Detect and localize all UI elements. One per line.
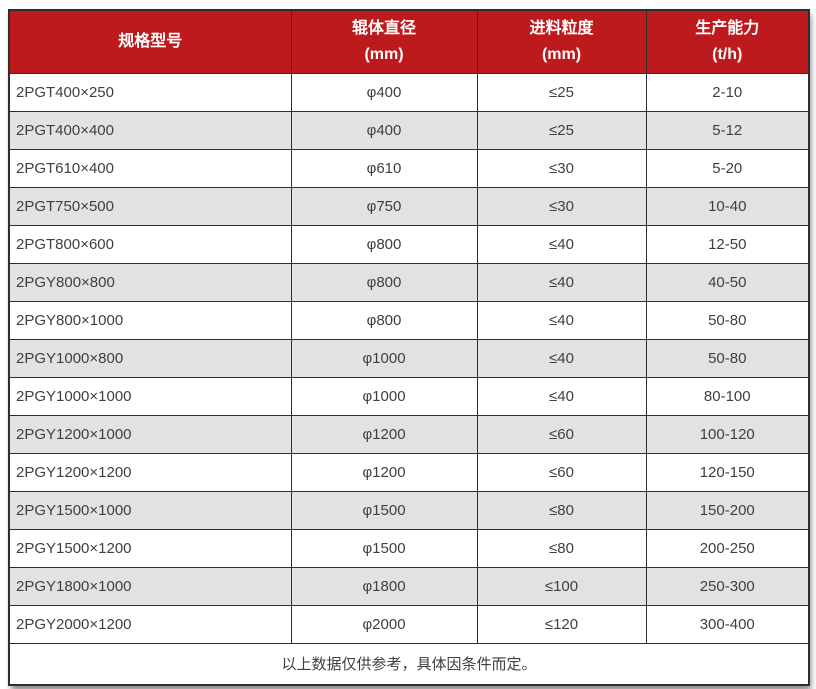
cell-feed: ≤30: [476, 148, 647, 188]
cell-feed: ≤30: [476, 186, 647, 226]
cell-model: 2PGY2000×1200: [8, 604, 292, 644]
cell-diameter: φ800: [290, 224, 478, 264]
cell-model: 2PGY800×1000: [8, 300, 292, 340]
cell-feed: ≤40: [476, 300, 647, 340]
header-row: 规格型号 辊体直径 (mm) 进料粒度 (mm) 生产能力 (t/h): [8, 9, 810, 74]
table-row: 2PGY1000×800 φ1000 ≤40 50-80: [8, 338, 810, 378]
table-row: 2PGY1200×1000 φ1200 ≤60 100-120: [8, 414, 810, 454]
table-row: 2PGY1000×1000 φ1000 ≤40 80-100: [8, 376, 810, 416]
cell-capacity: 50-80: [645, 338, 810, 378]
table-header: 规格型号 辊体直径 (mm) 进料粒度 (mm) 生产能力 (t/h): [8, 9, 810, 74]
cell-feed: ≤40: [476, 376, 647, 416]
cell-model: 2PGT610×400: [8, 148, 292, 188]
table-row: 2PGY1200×1200 φ1200 ≤60 120-150: [8, 452, 810, 492]
table-row: 2PGY800×800 φ800 ≤40 40-50: [8, 262, 810, 302]
spec-table: 规格型号 辊体直径 (mm) 进料粒度 (mm) 生产能力 (t/h) 2PGT400×25…: [8, 9, 810, 686]
cell-model: 2PGT400×250: [8, 72, 292, 112]
cell-model: 2PGT400×400: [8, 110, 292, 150]
table-row: 2PGT610×400 φ610 ≤30 5-20: [8, 148, 810, 188]
cell-model: 2PGY1000×1000: [8, 376, 292, 416]
cell-capacity: 200-250: [645, 528, 810, 568]
cell-model: 2PGY1200×1200: [8, 452, 292, 492]
cell-feed: ≤60: [476, 414, 647, 454]
cell-capacity: 10-40: [645, 186, 810, 226]
cell-feed: ≤80: [476, 490, 647, 530]
cell-diameter: φ800: [290, 262, 478, 302]
cell-feed: ≤25: [476, 72, 647, 112]
column-header-diameter: 辊体直径 (mm): [290, 9, 478, 74]
cell-feed: ≤100: [476, 566, 647, 606]
table-row: 2PGT400×250 φ400 ≤25 2-10: [8, 72, 810, 112]
table-row: 2PGT800×600 φ800 ≤40 12-50: [8, 224, 810, 264]
column-header-line: (mm): [541, 45, 582, 63]
cell-capacity: 100-120: [645, 414, 810, 454]
cell-model: 2PGY1200×1000: [8, 414, 292, 454]
column-header-line: 生产能力: [695, 19, 760, 37]
cell-diameter: φ800: [290, 300, 478, 340]
cell-model: 2PGY800×800: [8, 262, 292, 302]
cell-model: 2PGT800×600: [8, 224, 292, 264]
cell-capacity: 40-50: [645, 262, 810, 302]
cell-diameter: φ1200: [290, 414, 478, 454]
cell-capacity: 5-12: [645, 110, 810, 150]
cell-capacity: 5-20: [645, 148, 810, 188]
cell-diameter: φ2000: [290, 604, 478, 644]
cell-diameter: φ1500: [290, 490, 478, 530]
table-footer: 以上数据仅供参考，具体因条件而定。: [8, 642, 810, 686]
cell-feed: ≤80: [476, 528, 647, 568]
table-row: 2PGT750×500 φ750 ≤30 10-40: [8, 186, 810, 226]
cell-model: 2PGT750×500: [8, 186, 292, 226]
column-header-model: 规格型号: [8, 9, 292, 74]
cell-diameter: φ400: [290, 72, 478, 112]
cell-capacity: 250-300: [645, 566, 810, 606]
cell-capacity: 12-50: [645, 224, 810, 264]
cell-model: 2PGY1500×1200: [8, 528, 292, 568]
cell-capacity: 80-100: [645, 376, 810, 416]
cell-feed: ≤40: [476, 338, 647, 378]
cell-feed: ≤40: [476, 262, 647, 302]
cell-diameter: φ400: [290, 110, 478, 150]
cell-diameter: φ1000: [290, 338, 478, 378]
footer-row: 以上数据仅供参考，具体因条件而定。: [8, 642, 810, 686]
cell-diameter: φ1200: [290, 452, 478, 492]
cell-model: 2PGY1000×800: [8, 338, 292, 378]
table-row: 2PGY1500×1000 φ1500 ≤80 150-200: [8, 490, 810, 530]
footer-note: 以上数据仅供参考，具体因条件而定。: [8, 642, 810, 686]
cell-feed: ≤40: [476, 224, 647, 264]
cell-diameter: φ1500: [290, 528, 478, 568]
cell-capacity: 120-150: [645, 452, 810, 492]
column-header-line: 进料粒度: [529, 19, 594, 37]
spec-table-container: 规格型号 辊体直径 (mm) 进料粒度 (mm) 生产能力 (t/h) 2PGT400×25…: [8, 9, 810, 686]
cell-capacity: 2-10: [645, 72, 810, 112]
cell-model: 2PGY1800×1000: [8, 566, 292, 606]
column-header-line: 辊体直径: [351, 19, 416, 37]
column-header-line: 规格型号: [118, 32, 183, 50]
cell-feed: ≤25: [476, 110, 647, 150]
column-header-line: (mm): [364, 45, 404, 63]
table-row: 2PGT400×400 φ400 ≤25 5-12: [8, 110, 810, 150]
cell-diameter: φ1000: [290, 376, 478, 416]
cell-feed: ≤120: [476, 604, 647, 644]
cell-model: 2PGY1500×1000: [8, 490, 292, 530]
cell-diameter: φ750: [290, 186, 478, 226]
table-row: 2PGY1500×1200 φ1500 ≤80 200-250: [8, 528, 810, 568]
table-row: 2PGY800×1000 φ800 ≤40 50-80: [8, 300, 810, 340]
cell-capacity: 150-200: [645, 490, 810, 530]
table-row: 2PGY2000×1200 φ2000 ≤120 300-400: [8, 604, 810, 644]
cell-diameter: φ610: [290, 148, 478, 188]
cell-capacity: 300-400: [645, 604, 810, 644]
cell-capacity: 50-80: [645, 300, 810, 340]
table-body: 2PGT400×250 φ400 ≤25 2-10 2PGT400×400 φ400 ≤25…: [8, 72, 810, 644]
column-header-feed: 进料粒度 (mm): [476, 9, 647, 74]
column-header-capacity: 生产能力 (t/h): [645, 9, 810, 74]
cell-feed: ≤60: [476, 452, 647, 492]
cell-diameter: φ1800: [290, 566, 478, 606]
column-header-line: (t/h): [712, 45, 743, 63]
table-row: 2PGY1800×1000 φ1800 ≤100 250-300: [8, 566, 810, 606]
